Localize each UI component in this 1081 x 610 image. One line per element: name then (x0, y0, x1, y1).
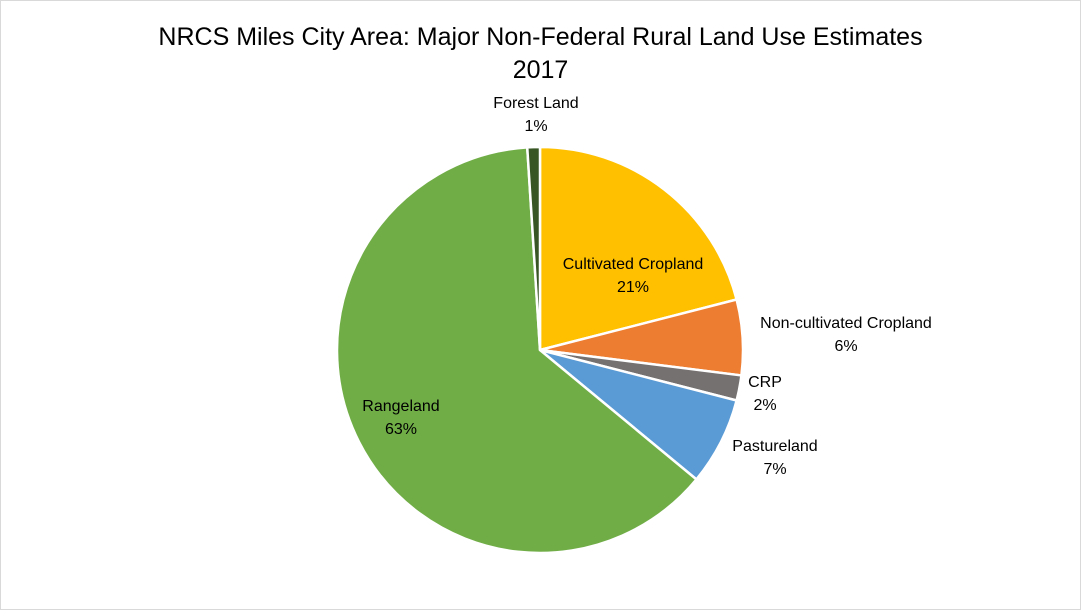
data-label-value-pastureland: 7% (763, 461, 786, 478)
data-label-category-forest-land: Forest Land (493, 95, 578, 112)
chart-title-main: NRCS Miles City Area: Major Non-Federal … (158, 23, 923, 51)
chart-title-year: 2017 (512, 56, 569, 84)
pie-slices (335, 145, 745, 555)
data-label-value-forest-land: 1% (524, 118, 547, 135)
data-label-category-pastureland: Pastureland (732, 438, 817, 455)
data-label-value-cultivated-cropland: 21% (617, 279, 649, 296)
data-label-value-rangeland: 63% (385, 421, 417, 438)
data-label-category-rangeland: Rangeland (362, 398, 439, 415)
data-label-category-crp: CRP (748, 374, 782, 391)
data-label-category-cultivated-cropland: Cultivated Cropland (563, 256, 704, 273)
data-label-category-non-cultivated-cropland: Non-cultivated Cropland (760, 315, 932, 332)
data-label-value-crp: 2% (753, 397, 776, 414)
data-label-value-non-cultivated-cropland: 6% (834, 338, 857, 355)
pie-slice-forest-land (526, 145, 542, 352)
pie-slice-cultivated-cropland (538, 145, 738, 352)
chart-title: NRCS Miles City Area: Major Non-Federal … (1, 21, 1080, 87)
data-labels: Cultivated Cropland 21% Non-cultivated Cro… (362, 95, 932, 478)
pie-slice-rangeland (335, 146, 698, 555)
